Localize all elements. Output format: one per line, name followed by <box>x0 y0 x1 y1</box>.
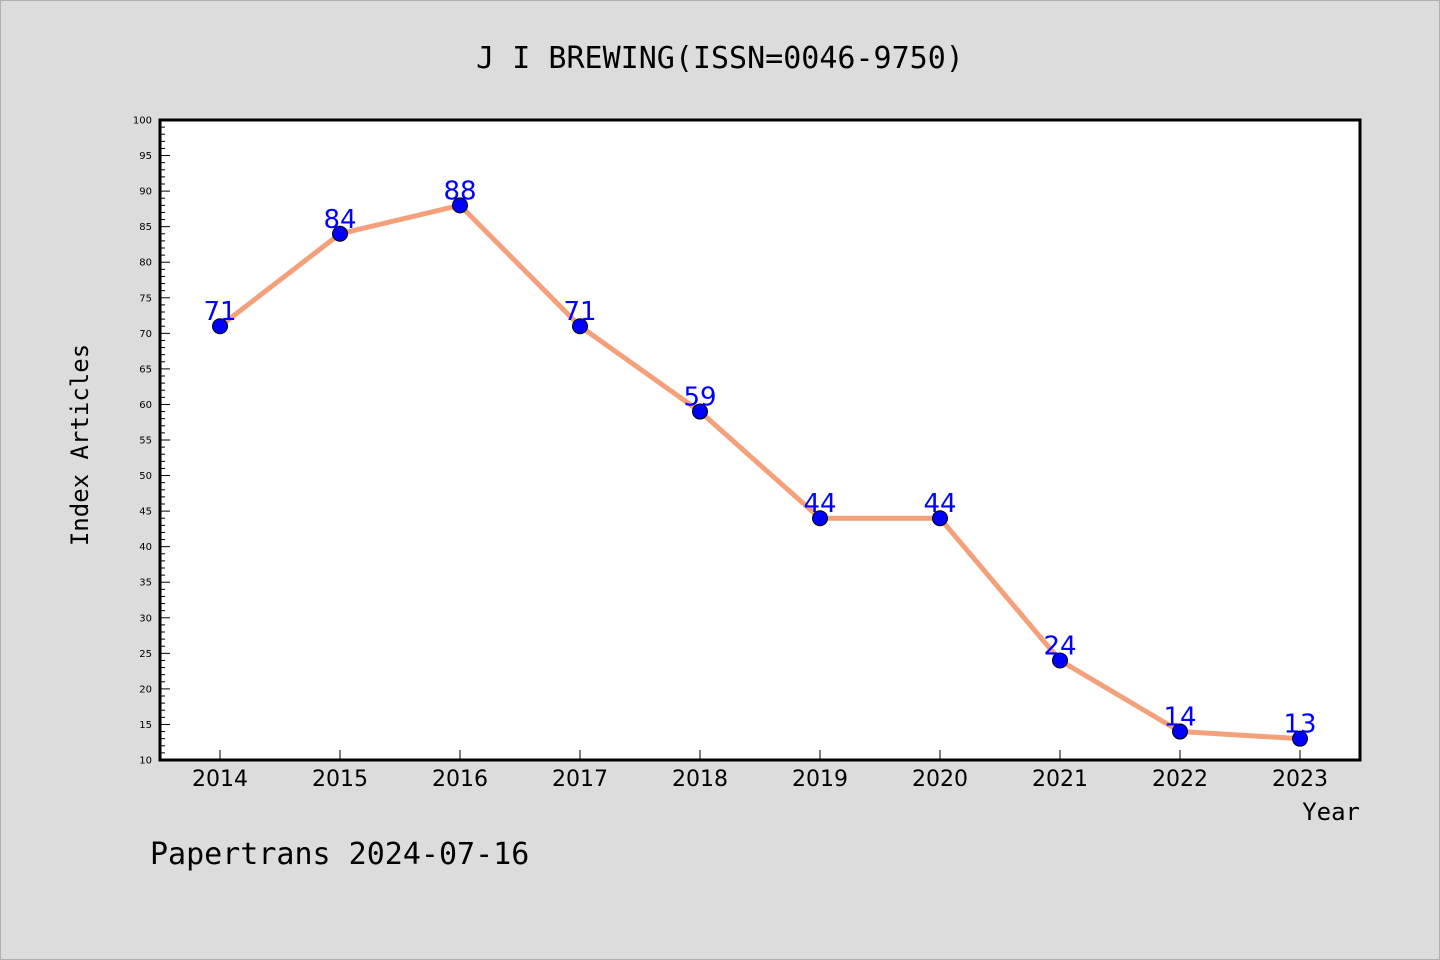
y-tick-label: 10 <box>139 756 152 767</box>
data-label: 44 <box>803 489 836 519</box>
data-label: 24 <box>1043 631 1076 661</box>
x-tick-label: 2014 <box>192 767 248 792</box>
data-point <box>932 510 948 527</box>
y-tick-label: 75 <box>139 293 152 304</box>
y-tick-label: 90 <box>139 187 152 198</box>
data-point <box>812 510 828 527</box>
y-tick-label: 25 <box>139 649 152 660</box>
data-point <box>332 225 348 242</box>
y-tick-label: 70 <box>139 329 152 340</box>
y-tick-label: 100 <box>133 116 152 127</box>
x-axis-label: Year <box>1302 798 1360 826</box>
y-tick-label: 40 <box>139 542 152 553</box>
data-markers <box>212 197 1308 747</box>
data-point <box>692 403 708 420</box>
data-point <box>572 318 588 335</box>
data-label: 71 <box>563 297 596 327</box>
x-tick-label: 2023 <box>1272 767 1328 792</box>
footer-credit: Papertrans 2024-07-16 <box>150 837 529 872</box>
data-label: 59 <box>683 383 716 413</box>
y-tick-label: 95 <box>139 151 152 162</box>
data-point <box>1292 730 1308 747</box>
y-tick-label: 45 <box>139 507 152 518</box>
x-tick-label: 2015 <box>312 767 368 792</box>
data-label: 13 <box>1283 710 1316 740</box>
x-tick-label: 2022 <box>1152 767 1208 792</box>
y-tick-label: 30 <box>139 613 152 624</box>
x-tick-label: 2016 <box>432 767 488 792</box>
data-label: 84 <box>323 205 356 235</box>
y-tick-label: 50 <box>139 471 152 482</box>
x-tick-label: 2018 <box>672 767 728 792</box>
y-tick-label: 85 <box>139 222 152 233</box>
x-tick-label: 2020 <box>912 767 968 792</box>
data-labels: 71 84 88 71 59 44 44 24 14 13 <box>203 176 1316 739</box>
y-axis-label: Index Articles <box>66 344 94 546</box>
y-tick-label: 20 <box>139 684 152 695</box>
y-tick-label: 80 <box>139 258 152 269</box>
chart-title: J I BREWING(ISSN=0046-9750) <box>476 41 964 76</box>
y-tick-label: 15 <box>139 720 152 731</box>
data-label: 88 <box>443 176 476 206</box>
data-label: 71 <box>203 297 236 327</box>
data-label: 14 <box>1163 703 1196 733</box>
data-point <box>212 318 228 335</box>
data-label: 44 <box>923 489 956 519</box>
y-axis-ticks: 10 15 20 25 30 35 40 45 50 55 60 65 70 75 80 85 90 95 100 <box>133 116 170 767</box>
x-axis-ticks: 2014 2015 2016 2017 2018 2019 2020 2021 2022 2023 <box>192 750 1328 792</box>
y-tick-label: 65 <box>139 364 152 375</box>
y-tick-label: 35 <box>139 578 152 589</box>
series-line <box>218 202 1301 742</box>
y-tick-label: 55 <box>139 436 152 447</box>
x-tick-label: 2017 <box>552 767 608 792</box>
y-tick-label: 60 <box>139 400 152 411</box>
x-tick-label: 2019 <box>792 767 848 792</box>
data-point <box>1052 652 1068 669</box>
data-point <box>1172 723 1188 740</box>
x-tick-label: 2021 <box>1032 767 1088 792</box>
data-point <box>452 197 468 214</box>
